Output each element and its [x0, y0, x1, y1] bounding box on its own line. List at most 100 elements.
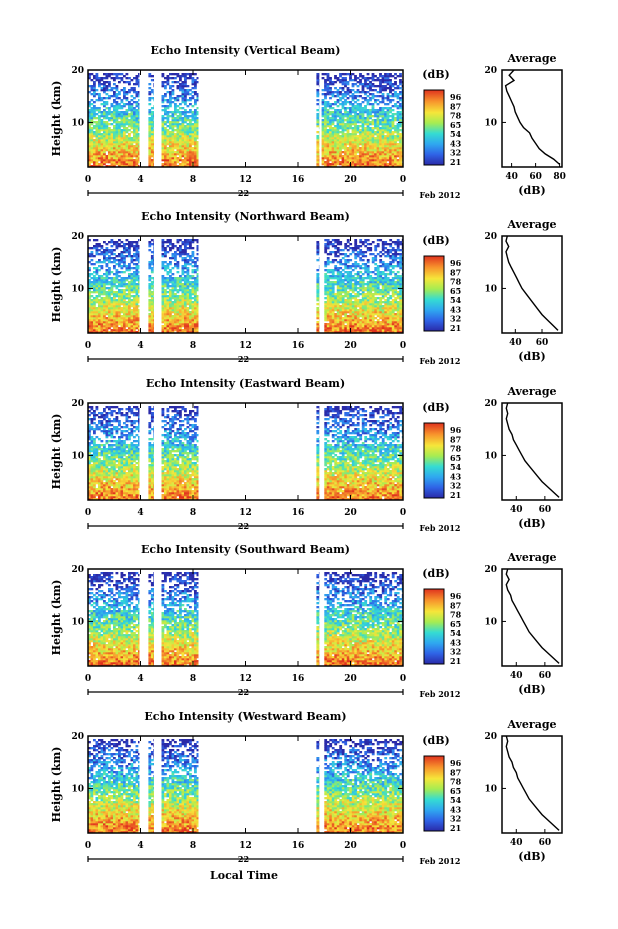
heatmap-cell [118, 253, 121, 256]
heatmap-cell [336, 247, 340, 250]
heatmap-cell [161, 327, 165, 330]
heatmap-cell [391, 133, 395, 136]
heatmap-cell [133, 133, 136, 136]
heatmap-cell [100, 133, 104, 136]
heatmap-cell [386, 157, 390, 160]
heatmap-cell [186, 261, 190, 264]
heatmap-cell [153, 265, 154, 268]
heatmap-cell [95, 109, 99, 112]
heatmap-cell [93, 285, 96, 288]
heatmap-cell [98, 135, 101, 138]
heatmap-cell [135, 151, 139, 154]
heatmap-cell [179, 77, 182, 80]
heatmap-cell [100, 151, 104, 154]
heatmap-cell [166, 317, 170, 320]
heatmap-cell [344, 101, 347, 104]
heatmap-cell [98, 145, 101, 148]
heatmap-cell [339, 249, 343, 252]
heatmap-cell [339, 243, 343, 246]
heatmap-cell [196, 125, 199, 128]
heatmap-cell [189, 73, 192, 76]
heatmap-cell [369, 307, 373, 310]
heatmap-cell [171, 91, 175, 94]
heatmap-cell [324, 265, 328, 268]
heatmap-cell [105, 139, 109, 142]
heatmap-cell [376, 99, 380, 102]
heatmap-cell [344, 325, 348, 328]
heatmap-cell [103, 163, 106, 166]
heatmap-cell [186, 243, 190, 246]
heatmap-cell [120, 119, 124, 122]
heatmap-cell [166, 75, 170, 78]
heatmap-cell [351, 275, 355, 278]
heatmap-cell [381, 117, 385, 120]
heatmap-cell [196, 93, 199, 96]
heatmap-cell [361, 75, 365, 78]
heatmap-cell [196, 269, 199, 272]
heatmap-cell [120, 101, 124, 104]
heatmap-cell [379, 127, 382, 130]
heatmap-cell [334, 151, 337, 154]
heatmap-cell [391, 141, 395, 144]
heatmap-cell [138, 133, 140, 136]
heatmap-cell [391, 75, 395, 78]
heatmap-cell [329, 81, 332, 84]
heatmap-cell [381, 93, 385, 96]
heatmap-cell [88, 309, 91, 312]
heatmap-cell [138, 165, 140, 168]
heatmap-cell [123, 331, 126, 334]
heatmap-cell [364, 311, 368, 314]
heatmap-cell [339, 329, 343, 332]
heatmap-cell [381, 137, 385, 140]
heatmap-cell [369, 103, 372, 106]
heatmap-cell [394, 137, 397, 140]
heatmap-cell [153, 107, 154, 110]
heatmap-cell [331, 277, 335, 280]
heatmap-cell [115, 309, 119, 312]
heatmap-cell [135, 317, 139, 320]
heatmap-cell [361, 273, 365, 276]
heatmap-cell [118, 123, 121, 126]
heatmap-cell [316, 275, 320, 278]
heatmap-cell [331, 155, 335, 158]
heatmap-cell [366, 285, 370, 288]
heatmap-cell [369, 321, 373, 324]
heatmap-cell [98, 153, 101, 156]
heatmap-cell [184, 153, 187, 156]
heatmap-cell [354, 77, 357, 80]
heatmap-cell [138, 137, 140, 140]
heatmap-cell [326, 131, 330, 134]
heatmap-cell [138, 281, 140, 284]
heatmap-cell [341, 329, 345, 332]
heatmap-cell [95, 141, 99, 144]
heatmap-cell [361, 159, 365, 162]
heatmap-cell [371, 297, 375, 300]
heatmap-cell [336, 143, 340, 146]
heatmap-cell [100, 129, 104, 132]
heatmap-cell [135, 121, 139, 124]
heatmap-cell [118, 295, 121, 298]
heatmap-cell [125, 325, 129, 328]
heatmap-cell [161, 241, 165, 244]
heatmap-cell [366, 123, 370, 126]
heatmap-cell [148, 275, 152, 278]
heatmap-cell [138, 329, 140, 332]
heatmap-cell [125, 279, 129, 282]
heatmap-cell [181, 125, 185, 128]
heatmap-cell [341, 317, 345, 320]
heatmap-cell [88, 253, 91, 256]
heatmap-cell [196, 295, 199, 298]
heatmap-cell [366, 323, 370, 326]
heatmap-cell [366, 283, 370, 286]
heatmap-cell [369, 319, 373, 322]
heatmap-cell [113, 261, 116, 264]
heatmap-cell [371, 313, 375, 316]
heatmap-cell [174, 313, 177, 316]
heatmap-cell [171, 283, 175, 286]
heatmap-cell [326, 291, 330, 294]
heatmap-cell [135, 115, 139, 118]
heatmap-cell [349, 325, 353, 328]
heatmap-cell [196, 247, 199, 250]
heatmap-cell [153, 315, 154, 318]
heatmap-cell [135, 269, 139, 272]
